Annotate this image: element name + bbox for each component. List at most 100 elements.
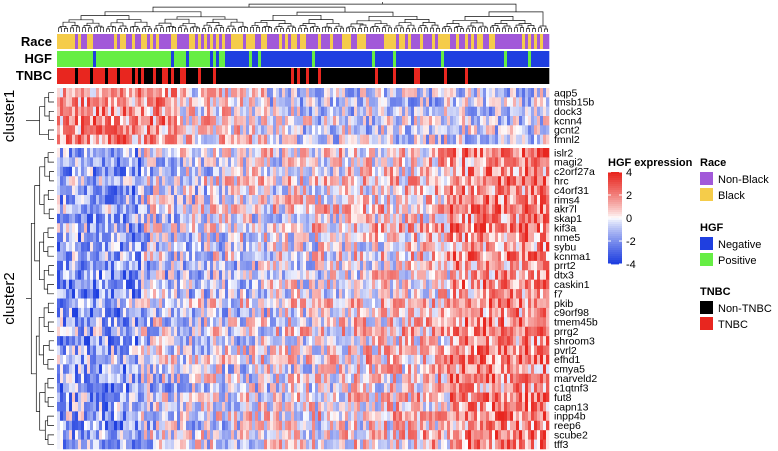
- heat-cell: [420, 204, 424, 215]
- heat-cell: [300, 326, 304, 337]
- heat-cell: [363, 106, 367, 117]
- heat-cell: [423, 270, 427, 280]
- heat-cell: [435, 134, 439, 145]
- heat-cell: [60, 97, 64, 107]
- heat-cell: [519, 106, 523, 117]
- tnbc-cell: [501, 68, 505, 84]
- heat-cell: [525, 232, 529, 243]
- hgf-cell: [312, 51, 316, 67]
- heat-cell: [435, 223, 439, 233]
- heat-cell: [543, 307, 547, 318]
- heat-cell: [147, 88, 151, 98]
- heat-cell: [243, 106, 247, 117]
- heat-cell: [63, 213, 67, 224]
- race-cell: [522, 34, 526, 49]
- heat-cell: [519, 204, 523, 215]
- heat-cell: [477, 195, 481, 205]
- heat-cell: [114, 289, 118, 299]
- heat-cell: [219, 242, 223, 252]
- heat-cell: [300, 223, 304, 233]
- heat-cell: [219, 326, 223, 337]
- heat-cell: [150, 195, 154, 205]
- heat-cell: [489, 116, 493, 126]
- heat-cell: [228, 195, 232, 205]
- heat-cell: [216, 270, 220, 280]
- heat-cell: [498, 232, 502, 243]
- heat-cell: [393, 134, 397, 145]
- heat-cell: [546, 134, 550, 145]
- heat-cell: [468, 307, 472, 318]
- heat-cell: [519, 185, 523, 196]
- dendrogram-branch: [364, 26, 368, 32]
- race-cell: [537, 34, 541, 49]
- heat-cell: [177, 134, 181, 145]
- heat-cell: [288, 125, 292, 135]
- heat-cell: [147, 298, 151, 309]
- hgf-cell: [231, 51, 235, 67]
- heat-cell: [186, 88, 190, 98]
- heat-cell: [522, 106, 526, 117]
- heat-cell: [513, 260, 517, 271]
- heat-cell: [513, 279, 517, 290]
- heat-cell: [414, 326, 418, 337]
- heat-cell: [159, 317, 163, 328]
- heat-cell: [456, 106, 460, 117]
- heat-cell: [504, 116, 508, 126]
- heat-cell: [258, 185, 262, 196]
- heat-cell: [237, 317, 241, 328]
- heat-cell: [135, 166, 139, 177]
- heat-cell: [90, 270, 94, 280]
- heat-cell: [105, 223, 109, 233]
- heat-cell: [81, 134, 85, 145]
- heat-cell: [402, 251, 406, 262]
- heat-cell: [258, 116, 262, 126]
- heat-cell: [282, 326, 286, 337]
- heat-cell: [345, 260, 349, 271]
- heat-cell: [459, 223, 463, 233]
- heat-cell: [129, 326, 133, 337]
- heat-cell: [165, 148, 169, 158]
- heat-cell: [93, 279, 97, 290]
- heat-cell: [456, 213, 460, 224]
- heat-cell: [438, 270, 442, 280]
- heat-cell: [129, 185, 133, 196]
- heat-cell: [186, 326, 190, 337]
- tnbc-cell: [249, 68, 253, 84]
- heat-cell: [495, 88, 499, 98]
- heat-cell: [267, 125, 271, 135]
- heat-cell: [87, 134, 91, 145]
- heat-cell: [333, 97, 337, 107]
- heat-cell: [468, 125, 472, 135]
- race-cell: [381, 34, 385, 49]
- heat-cell: [75, 223, 79, 233]
- heat-cell: [435, 97, 439, 107]
- dendrogram-branch: [508, 27, 512, 32]
- heat-cell: [249, 279, 253, 290]
- row-dendrograms: [26, 92, 54, 445]
- heat-cell: [369, 279, 373, 290]
- race-cell: [219, 34, 223, 49]
- heat-cell: [204, 251, 208, 262]
- heat-cell: [171, 289, 175, 299]
- heat-cell: [57, 279, 61, 290]
- heat-cell: [333, 270, 337, 280]
- race-cell: [105, 34, 109, 49]
- heat-cell: [162, 242, 166, 252]
- heat-cell: [120, 116, 124, 126]
- dendrogram-branch: [538, 27, 542, 32]
- heat-cell: [492, 232, 496, 243]
- heat-cell: [69, 106, 73, 117]
- heat-cell: [516, 97, 520, 107]
- heat-cell: [126, 242, 130, 252]
- heat-cell: [66, 317, 70, 328]
- heat-cell: [138, 251, 142, 262]
- heat-cell: [399, 176, 403, 186]
- heat-cell: [360, 157, 364, 168]
- heat-cell: [399, 204, 403, 215]
- race-cell: [486, 34, 490, 49]
- heat-cell: [144, 298, 148, 309]
- heat-cell: [327, 279, 331, 290]
- heat-cell: [261, 125, 265, 135]
- tnbc-cell: [495, 68, 499, 84]
- heat-cell: [321, 242, 325, 252]
